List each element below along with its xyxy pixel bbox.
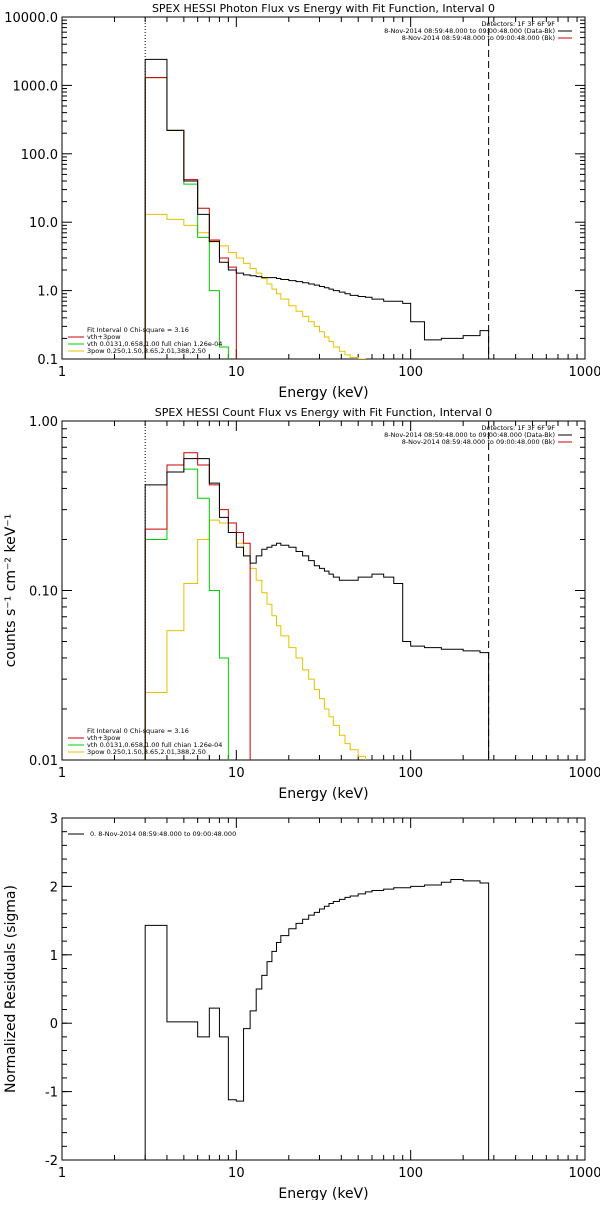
plot-frame <box>61 16 586 360</box>
plot-area <box>144 17 490 359</box>
x-tick-label: 10 <box>228 365 245 380</box>
plot-area <box>144 879 490 1160</box>
x-tick-label: 100 <box>398 1166 423 1181</box>
legend-bl: Fit Interval 0 Chi-square = 3.16vth+3pow… <box>68 326 222 355</box>
legend-entry: 8-Nov-2014 08:59:48.000 to 09:00:48.000 … <box>384 27 555 35</box>
legend-entry: vth+3pow <box>87 734 121 742</box>
chart-count: SPEX HESSI Count Flux vs Energy with Fit… <box>3 406 600 802</box>
x-axis-label: Energy (keV) <box>278 385 368 401</box>
y-tick-label: 0.10 <box>29 585 58 600</box>
y-tick-label: 10.0 <box>29 216 58 231</box>
series-data-bk <box>144 58 490 359</box>
chart-photon: SPEX HESSI Photon Flux vs Energy with Fi… <box>4 2 600 401</box>
legend-entry: 3pow 0.250,1.50,8.65,2.01,388,2.50 <box>87 748 206 756</box>
y-tick-label: 1.0 <box>37 285 58 300</box>
series-data-bk <box>144 458 490 760</box>
plot-frame <box>61 817 586 1161</box>
legend-tl: 0. 8-Nov-2014 08:59:48.000 to 09:00:48.0… <box>68 830 236 838</box>
x-tick-label: 100 <box>398 766 423 781</box>
y-axis-label: counts s⁻¹ cm⁻² keV⁻¹ <box>3 514 19 668</box>
y-tick-label: 1.00 <box>29 415 58 430</box>
legend-entry: Detectors: 1F 3F 6F 9F <box>481 20 555 28</box>
x-tick-label: 100 <box>398 365 423 380</box>
plot-frame <box>61 420 586 761</box>
legend-entry: 0. 8-Nov-2014 08:59:48.000 to 09:00:48.0… <box>90 830 236 838</box>
plot-area <box>144 421 490 760</box>
legend-entry: vth 0.0131,0.658,1.00 full chian 1.26e-0… <box>87 340 222 348</box>
series-3pow <box>144 519 385 760</box>
y-tick-label: 0.01 <box>29 754 58 769</box>
chart-residuals: 1 10 100 1000 -2 -1 0 1 2 3 Energy (keV) Normalized… <box>3 812 600 1202</box>
legend-entry: 8-Nov-2014 08:59:48.000 to 09:00:48.000 … <box>402 438 555 446</box>
x-tick-label: 1 <box>58 766 66 781</box>
y-tick-label: 0 <box>50 1017 58 1032</box>
y-tick-label: 3 <box>50 812 58 827</box>
y-tick-label: 0.1 <box>37 353 58 368</box>
legend-entry: 3pow 0.250,1.50,8.65,2.01,388,2.50 <box>87 347 206 355</box>
chart-title: SPEX HESSI Count Flux vs Energy with Fit… <box>155 406 492 419</box>
legend-entry: vth+3pow <box>87 333 121 341</box>
x-tick-label: 1 <box>58 1166 66 1181</box>
legend-entry: Fit Interval 0 Chi-square = 3.16 <box>87 326 189 334</box>
series-vth-3pow <box>144 452 251 760</box>
x-tick-label: 1 <box>58 365 66 380</box>
y-tick-label: 1 <box>50 949 58 964</box>
y-tick-label: -1 <box>45 1086 58 1101</box>
chart-title: SPEX HESSI Photon Flux vs Energy with Fi… <box>152 2 495 15</box>
legend-entry: Detectors: 1F 3F 6F 9F <box>481 424 555 432</box>
x-tick-label: 10 <box>228 766 245 781</box>
x-tick-label: 10 <box>228 1166 245 1181</box>
legend-entry: vth 0.0131,0.658,1.00 full chian 1.26e-0… <box>87 741 222 749</box>
legend-tr: Detectors: 1F 3F 6F 9F8-Nov-2014 08:59:4… <box>384 424 572 446</box>
series-vth <box>144 77 237 359</box>
y-tick-label: 10000.0 <box>4 11 58 26</box>
x-tick-label: 1000 <box>568 1166 600 1181</box>
legend-entry: 8-Nov-2014 08:59:48.000 to 09:00:48.000 … <box>384 431 555 439</box>
y-tick-label: 1000.0 <box>13 79 59 94</box>
y-axis-label: Normalized Residuals (sigma) <box>3 885 19 1093</box>
x-axis-label: Energy (keV) <box>278 1186 368 1200</box>
y-tick-label: 2 <box>50 880 58 895</box>
y-tick-label: 100.0 <box>21 148 58 163</box>
legend-bl: Fit Interval 0 Chi-square = 3.16vth+3pow… <box>68 727 222 756</box>
legend-entry: Fit Interval 0 Chi-square = 3.16 <box>87 727 189 735</box>
x-axis-label: Energy (keV) <box>278 786 368 802</box>
legend-entry: 8-Nov-2014 08:59:48.000 to 09:00:48.000 … <box>402 34 555 42</box>
x-tick-label: 1000 <box>568 365 600 380</box>
y-tick-label: -2 <box>45 1154 58 1169</box>
x-tick-label: 1000 <box>568 766 600 781</box>
legend-tr: Detectors: 1F 3F 6F 9F8-Nov-2014 08:59:4… <box>384 20 572 42</box>
series-residuals <box>144 879 490 1160</box>
series-vth-3pow <box>144 77 237 359</box>
